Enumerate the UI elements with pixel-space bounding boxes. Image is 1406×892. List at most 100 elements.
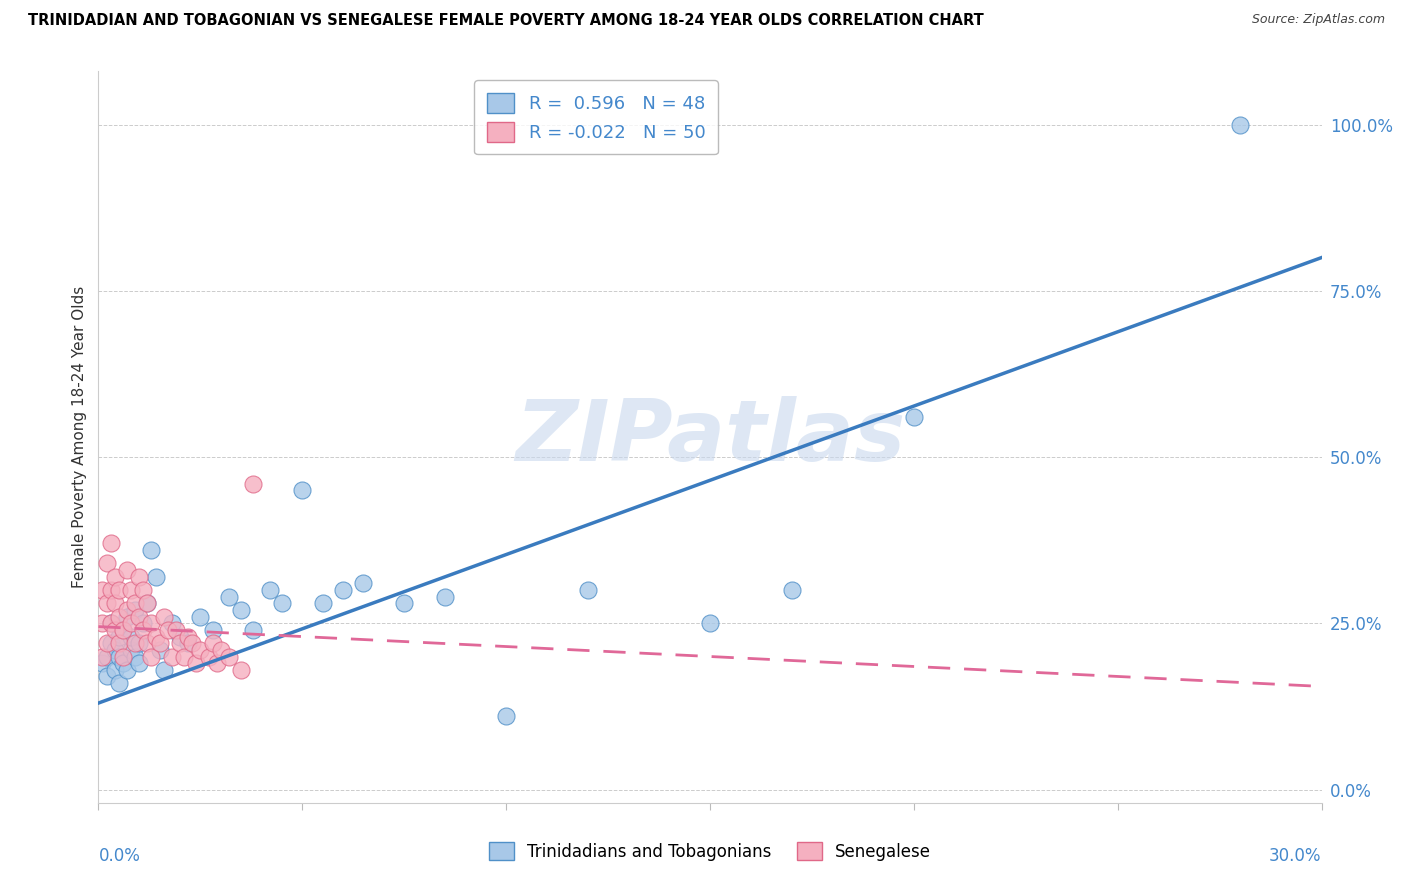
Point [291, 483, 314, 498]
Point [1229, 118, 1251, 132]
Point [156, 623, 179, 637]
Point [231, 603, 253, 617]
Point [332, 582, 354, 597]
Point [128, 636, 150, 650]
Point [186, 656, 208, 670]
Point [160, 616, 183, 631]
Point [108, 676, 131, 690]
Point [231, 663, 253, 677]
Point [104, 596, 127, 610]
Point [242, 476, 264, 491]
Point [128, 656, 150, 670]
Point [780, 582, 803, 597]
Point [120, 643, 142, 657]
Point [392, 596, 416, 610]
Point [270, 596, 294, 610]
Point [201, 636, 224, 650]
Point [136, 636, 159, 650]
Point [141, 616, 163, 631]
Text: Source: ZipAtlas.com: Source: ZipAtlas.com [1251, 13, 1385, 27]
Point [218, 590, 240, 604]
Text: 30.0%: 30.0% [1270, 847, 1322, 864]
Point [124, 649, 146, 664]
Point [124, 636, 146, 650]
Point [96, 669, 118, 683]
Point [242, 623, 264, 637]
Y-axis label: Female Poverty Among 18-24 Year Olds: Female Poverty Among 18-24 Year Olds [72, 286, 87, 588]
Point [209, 643, 232, 657]
Point [132, 582, 155, 597]
Point [104, 623, 127, 637]
Point [96, 636, 118, 650]
Point [169, 630, 191, 644]
Point [91, 616, 114, 631]
Point [111, 623, 134, 637]
Point [201, 623, 224, 637]
Point [903, 410, 925, 425]
Point [120, 582, 142, 597]
Point [115, 563, 138, 577]
Point [120, 616, 142, 631]
Text: ZIPatlas: ZIPatlas [515, 395, 905, 479]
Point [181, 636, 204, 650]
Point [128, 609, 150, 624]
Point [188, 643, 212, 657]
Point [177, 636, 200, 650]
Point [108, 636, 131, 650]
Point [188, 609, 212, 624]
Point [205, 656, 228, 670]
Point [136, 596, 159, 610]
Point [173, 649, 195, 664]
Point [177, 630, 200, 644]
Point [96, 596, 118, 610]
Point [91, 656, 114, 670]
Point [91, 582, 114, 597]
Point [108, 630, 131, 644]
Point [100, 616, 122, 631]
Point [108, 609, 131, 624]
Point [111, 649, 134, 664]
Point [132, 616, 155, 631]
Point [160, 649, 183, 664]
Point [259, 582, 281, 597]
Point [104, 663, 127, 677]
Text: 0.0%: 0.0% [98, 847, 141, 864]
Point [96, 649, 118, 664]
Point [197, 649, 219, 664]
Point [108, 649, 131, 664]
Point [152, 609, 174, 624]
Point [111, 623, 134, 637]
Point [100, 636, 122, 650]
Point [699, 616, 721, 631]
Point [115, 663, 138, 677]
Point [128, 570, 150, 584]
Point [141, 649, 163, 664]
Point [132, 623, 155, 637]
Point [108, 582, 131, 597]
Point [124, 596, 146, 610]
Point [495, 709, 517, 723]
Point [100, 582, 122, 597]
Point [149, 643, 172, 657]
Point [145, 630, 167, 644]
Point [218, 649, 240, 664]
Point [141, 543, 163, 558]
Point [104, 643, 127, 657]
Text: TRINIDADIAN AND TOBAGONIAN VS SENEGALESE FEMALE POVERTY AMONG 18-24 YEAR OLDS CO: TRINIDADIAN AND TOBAGONIAN VS SENEGALESE… [28, 13, 984, 29]
Point [111, 656, 134, 670]
Point [96, 557, 118, 571]
Point [100, 616, 122, 631]
Point [434, 590, 457, 604]
Point [115, 603, 138, 617]
Point [165, 623, 187, 637]
Point [104, 570, 127, 584]
Point [152, 663, 174, 677]
Point [115, 609, 138, 624]
Point [100, 536, 122, 550]
Point [169, 636, 191, 650]
Point [120, 630, 142, 644]
Point [312, 596, 335, 610]
Point [576, 582, 599, 597]
Point [124, 603, 146, 617]
Point [352, 576, 374, 591]
